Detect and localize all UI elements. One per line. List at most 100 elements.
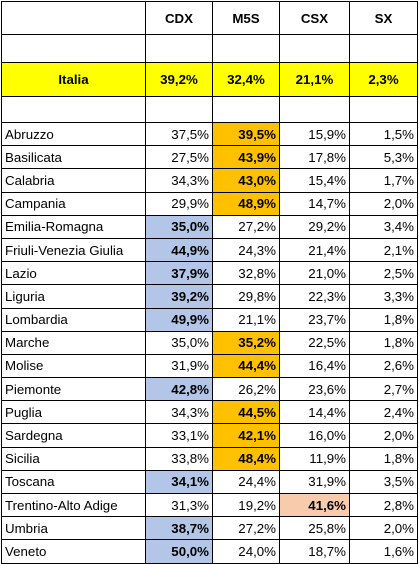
- italia-cdx: 39,2%: [145, 62, 213, 97]
- region-sx-value: 2,4%: [349, 400, 418, 425]
- region-m5s-value: 48,4%: [212, 446, 280, 471]
- region-csx-value: 23,6%: [279, 377, 350, 402]
- empty-cell: [145, 34, 213, 63]
- region-sx-value: 1,6%: [349, 539, 418, 564]
- region-sx-value: 2,6%: [349, 353, 418, 379]
- region-cdx-value: 29,9%: [145, 191, 213, 216]
- table-row: Trentino-Alto Adige 31,3% 19,2% 41,6% 2,8%: [1, 492, 418, 518]
- region-sx-value: 3,5%: [349, 469, 418, 495]
- region-cdx-value: 33,8%: [145, 446, 213, 471]
- region-csx-value: 14,7%: [279, 191, 350, 216]
- region-m5s-value: 19,2%: [212, 492, 280, 518]
- empty-cell: [279, 96, 350, 123]
- region-cdx-value: 49,9%: [145, 307, 213, 332]
- table-row: Basilicata 27,5% 43,9% 17,8% 5,3%: [1, 145, 418, 170]
- region-cdx-value: 34,3%: [145, 400, 213, 425]
- region-csx-value: 22,5%: [279, 330, 350, 355]
- region-name: Campania: [1, 191, 146, 216]
- region-csx-value: 15,9%: [279, 121, 350, 147]
- spacer-row: [1, 96, 418, 123]
- region-m5s-value: 29,8%: [212, 284, 280, 309]
- italia-row: Italia 39,2% 32,4% 21,1% 2,3%: [1, 62, 418, 97]
- region-m5s-value: 26,2%: [212, 377, 280, 402]
- region-cdx-value: 34,3%: [145, 168, 213, 193]
- region-name: Sicilia: [1, 446, 146, 471]
- region-name: Friuli-Venezia Giulia: [1, 237, 146, 263]
- region-m5s-value: 48,9%: [212, 191, 280, 216]
- table-row: Calabria 34,3% 43,0% 15,4% 1,7%: [1, 168, 418, 193]
- region-cdx-value: 37,9%: [145, 261, 213, 286]
- region-sx-value: 1,5%: [349, 121, 418, 147]
- region-csx-value: 18,7%: [279, 539, 350, 564]
- empty-cell: [1, 34, 146, 63]
- region-csx-value: 21,0%: [279, 261, 350, 286]
- region-m5s-value: 24,0%: [212, 539, 280, 564]
- empty-cell: [279, 34, 350, 63]
- region-name: Umbria: [1, 516, 146, 541]
- region-sx-value: 5,3%: [349, 145, 418, 170]
- region-sx-value: 2,8%: [349, 492, 418, 518]
- empty-cell: [212, 96, 280, 123]
- region-csx-value: 29,2%: [279, 214, 350, 239]
- region-cdx-value: 39,2%: [145, 284, 213, 309]
- table-row: Umbria 38,7% 27,2% 25,8% 2,0%: [1, 516, 418, 541]
- region-name: Calabria: [1, 168, 146, 193]
- region-name: Sardegna: [1, 423, 146, 448]
- header-sx: SX: [349, 1, 418, 35]
- region-m5s-value: 44,5%: [212, 400, 280, 425]
- region-m5s-value: 24,4%: [212, 469, 280, 495]
- region-cdx-value: 37,5%: [145, 121, 213, 147]
- region-cdx-value: 27,5%: [145, 145, 213, 170]
- region-name: Lombardia: [1, 307, 146, 332]
- region-sx-value: 1,8%: [349, 307, 418, 332]
- region-m5s-value: 39,5%: [212, 121, 280, 147]
- region-m5s-value: 35,2%: [212, 330, 280, 355]
- header-m5s: M5S: [212, 1, 280, 35]
- region-csx-value: 14,4%: [279, 400, 350, 425]
- region-cdx-value: 31,9%: [145, 353, 213, 379]
- region-m5s-value: 24,3%: [212, 237, 280, 263]
- table-row: Friuli-Venezia Giulia 44,9% 24,3% 21,4% 2,1%: [1, 237, 418, 263]
- spacer-row: [1, 34, 418, 63]
- region-sx-value: 1,8%: [349, 330, 418, 355]
- table-row: Sicilia 33,8% 48,4% 11,9% 1,8%: [1, 446, 418, 471]
- region-cdx-value: 34,1%: [145, 469, 213, 495]
- region-name: Basilicata: [1, 145, 146, 170]
- region-csx-value: 25,8%: [279, 516, 350, 541]
- region-name: Marche: [1, 330, 146, 355]
- table-row: Puglia 34,3% 44,5% 14,4% 2,4%: [1, 400, 418, 425]
- region-name: Veneto: [1, 539, 146, 564]
- region-m5s-value: 27,2%: [212, 214, 280, 239]
- table-row: Emilia-Romagna 35,0% 27,2% 29,2% 3,4%: [1, 214, 418, 239]
- region-name: Lazio: [1, 261, 146, 286]
- region-cdx-value: 38,7%: [145, 516, 213, 541]
- empty-cell: [145, 96, 213, 123]
- region-m5s-value: 42,1%: [212, 423, 280, 448]
- region-name: Toscana: [1, 469, 146, 495]
- table-row: Campania 29,9% 48,9% 14,7% 2,0%: [1, 191, 418, 216]
- table-row: Marche 35,0% 35,2% 22,5% 1,8%: [1, 330, 418, 355]
- region-name: Liguria: [1, 284, 146, 309]
- table-row: Abruzzo 37,5% 39,5% 15,9% 1,5%: [1, 121, 418, 147]
- table-row: Lombardia 49,9% 21,1% 23,7% 1,8%: [1, 307, 418, 332]
- italia-csx: 21,1%: [279, 62, 350, 97]
- table-row: Veneto 50,0% 24,0% 18,7% 1,6%: [1, 539, 418, 564]
- region-sx-value: 2,0%: [349, 516, 418, 541]
- region-name: Emilia-Romagna: [1, 214, 146, 239]
- region-csx-value: 22,3%: [279, 284, 350, 309]
- region-m5s-value: 43,9%: [212, 145, 280, 170]
- italia-m5s: 32,4%: [212, 62, 280, 97]
- header-cdx: CDX: [145, 1, 213, 35]
- table-row: Lazio 37,9% 32,8% 21,0% 2,5%: [1, 261, 418, 286]
- region-sx-value: 2,0%: [349, 191, 418, 216]
- region-cdx-value: 35,0%: [145, 214, 213, 239]
- region-sx-value: 3,4%: [349, 214, 418, 239]
- region-name: Trentino-Alto Adige: [1, 492, 146, 518]
- region-csx-value: 23,7%: [279, 307, 350, 332]
- header-row: CDX M5S CSX SX: [1, 1, 418, 35]
- region-name: Molise: [1, 353, 146, 379]
- region-cdx-value: 50,0%: [145, 539, 213, 564]
- region-sx-value: 1,7%: [349, 168, 418, 193]
- region-m5s-value: 21,1%: [212, 307, 280, 332]
